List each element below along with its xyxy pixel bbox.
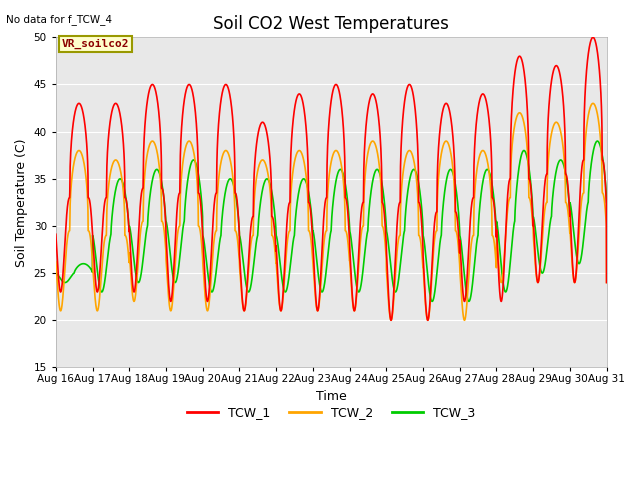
Text: No data for f_TCW_4: No data for f_TCW_4 (6, 14, 113, 25)
Y-axis label: Soil Temperature (C): Soil Temperature (C) (15, 138, 28, 266)
Text: VR_soilco2: VR_soilco2 (61, 39, 129, 49)
Legend: TCW_1, TCW_2, TCW_3: TCW_1, TCW_2, TCW_3 (182, 401, 480, 424)
X-axis label: Time: Time (316, 390, 347, 403)
Title: Soil CO2 West Temperatures: Soil CO2 West Temperatures (213, 15, 449, 33)
